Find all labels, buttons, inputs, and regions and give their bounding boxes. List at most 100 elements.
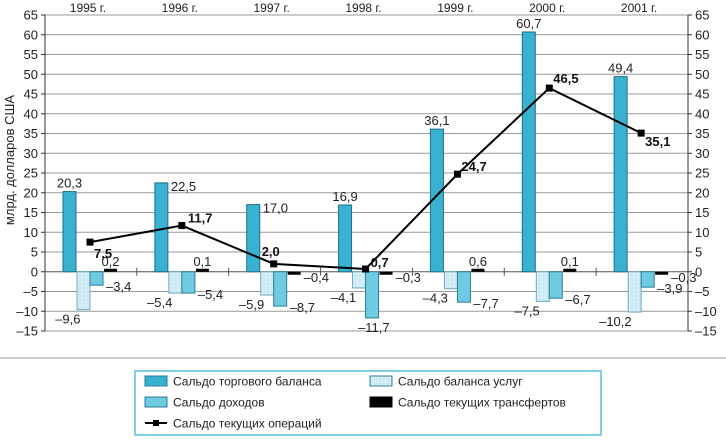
x-category-label: 1997 г. xyxy=(254,1,290,15)
bar-services-balance xyxy=(627,271,642,313)
y-tick-label-right: 35 xyxy=(695,126,709,141)
bar-services-balance xyxy=(168,271,183,294)
label-trade-balance: 49,4 xyxy=(608,61,633,76)
label-current-account: 46,5 xyxy=(553,71,578,86)
label-services-balance: –7,5 xyxy=(514,303,539,318)
label-current-transfers: 0,2 xyxy=(101,254,119,269)
y-tick-label-left: 45 xyxy=(24,87,38,102)
current-account-marker xyxy=(637,129,645,137)
label-current-account: 11,7 xyxy=(188,211,213,226)
y-tick-label-left: 65 xyxy=(24,8,38,23)
bar-income-balance xyxy=(365,271,380,319)
label-services-balance: –10,2 xyxy=(599,314,632,329)
bar-current-transfers xyxy=(104,268,117,272)
bar-income-balance xyxy=(548,271,563,299)
y-tick-label-left: 50 xyxy=(24,67,38,82)
label-services-balance: –5,4 xyxy=(147,295,172,310)
label-services-balance: –4,3 xyxy=(423,291,448,306)
y-tick-label-right: 10 xyxy=(695,225,709,240)
legend-label: Сальдо доходов xyxy=(173,396,265,410)
y-tick-label-left: 25 xyxy=(24,166,38,181)
y-tick-label-right: 15 xyxy=(695,205,709,220)
legend-swatch xyxy=(369,396,393,408)
label-income-balance: –6,7 xyxy=(565,292,590,307)
legend-label: Сальдо текущих трансфертов xyxy=(398,396,566,410)
label-income-balance: –3,4 xyxy=(106,279,131,294)
bar-current-transfers xyxy=(655,271,669,275)
bar-trade-balance xyxy=(338,204,353,273)
label-income-balance: –3,9 xyxy=(657,281,682,296)
label-current-account: 0,7 xyxy=(371,255,389,270)
y-tick-label-right: 20 xyxy=(695,185,709,200)
bar-trade-balance xyxy=(429,128,444,273)
legend-marker-swatch xyxy=(153,420,159,426)
label-current-transfers: 0,1 xyxy=(193,254,211,269)
bar-trade-balance xyxy=(613,76,628,273)
bar-current-transfers xyxy=(563,268,577,272)
y-tick-label-left: 10 xyxy=(24,225,38,240)
y-tick-label-right: 65 xyxy=(695,8,709,23)
bar-trade-balance xyxy=(62,191,77,273)
bar-income-balance xyxy=(456,271,471,303)
x-category-label: 1999 г. xyxy=(437,1,473,15)
y-tick-label-right: –10 xyxy=(695,304,717,319)
y-tick-label-right: 50 xyxy=(695,67,709,82)
current-account-marker xyxy=(453,170,461,178)
legend-swatch xyxy=(144,375,168,387)
label-current-transfers: 0,6 xyxy=(469,254,487,269)
bar-current-transfers xyxy=(195,268,209,272)
label-services-balance: –4,1 xyxy=(331,290,356,305)
y-tick-label-left: 30 xyxy=(24,146,38,161)
bar-current-transfers xyxy=(471,268,485,272)
bar-services-balance xyxy=(443,271,458,290)
label-services-balance: –9,6 xyxy=(55,312,80,327)
label-current-account: 24,7 xyxy=(461,159,486,174)
y-tick-label-left: 20 xyxy=(24,185,38,200)
y-tick-label-right: 60 xyxy=(695,27,709,42)
y-tick-label-right: 0 xyxy=(695,264,702,279)
bar-income-balance xyxy=(181,271,196,294)
y-tick-label-left: –15 xyxy=(16,324,38,339)
y-tick-label-left: 15 xyxy=(24,205,38,220)
x-category-label: 2000 г. xyxy=(529,1,565,15)
label-trade-balance: 20,3 xyxy=(57,176,82,191)
y-tick-label-left: 35 xyxy=(24,126,38,141)
y-axis-label: млрд. долларов США xyxy=(2,95,17,225)
label-trade-balance: 22,5 xyxy=(171,179,196,194)
legend-label: Сальдо баланса услуг xyxy=(398,375,523,389)
bar-services-balance xyxy=(535,271,550,302)
y-tick-label-left: –10 xyxy=(16,304,38,319)
label-trade-balance: 16,9 xyxy=(332,189,357,204)
bar-income-balance xyxy=(273,271,288,307)
label-income-balance: –11,7 xyxy=(358,320,390,335)
label-current-transfers: –0,4 xyxy=(304,270,329,285)
data-labels: 20,3 –9,6 –3,4 0,2 22,5 –5,4 –5,4 0,1 17,0 –5,9 –8… xyxy=(55,16,696,335)
y-tick-label-left: 5 xyxy=(31,245,38,260)
y-tick-label-left: 55 xyxy=(24,47,38,62)
bar-income-balance xyxy=(640,271,655,288)
label-income-balance: –5,4 xyxy=(198,287,223,302)
legend-label: Сальдо текущих операций xyxy=(173,417,322,431)
legend-swatch xyxy=(144,396,168,408)
x-category-label: 1998 г. xyxy=(345,1,381,15)
bar-services-balance xyxy=(260,271,275,296)
current-account-marker xyxy=(86,238,94,246)
label-current-transfers: –0,3 xyxy=(671,270,696,285)
x-category-label: 1996 г. xyxy=(162,1,198,15)
legend-swatch xyxy=(369,375,393,387)
y-tick-label-right: 45 xyxy=(695,87,709,102)
bars xyxy=(62,31,669,319)
label-services-balance: –5,9 xyxy=(239,297,264,312)
legend-label: Сальдо торгового баланса xyxy=(173,375,322,389)
label-current-account: 2,0 xyxy=(262,244,280,259)
current-account-marker xyxy=(178,222,186,230)
bar-current-transfers xyxy=(287,271,301,275)
label-trade-balance: 17,0 xyxy=(263,201,288,216)
y-tick-label-right: –5 xyxy=(695,284,709,299)
label-income-balance: –7,7 xyxy=(473,296,498,311)
y-tick-label-right: 55 xyxy=(695,47,709,62)
legend-box xyxy=(134,370,602,436)
current-account-marker xyxy=(545,84,553,92)
